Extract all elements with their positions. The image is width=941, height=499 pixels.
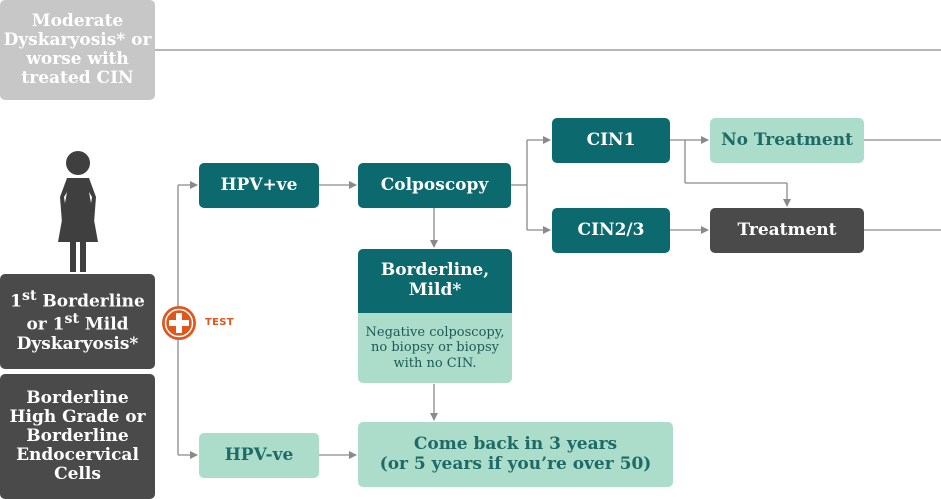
borderline-mild-box: Borderline, Mild* Negative colposcopy, n… xyxy=(358,249,512,383)
treatment-box: Treatment xyxy=(710,208,864,253)
borderline-high-grade-box: Borderline High Grade or Borderline Endo… xyxy=(0,374,155,499)
borderline-mild-note: Negative colposcopy, no biopsy or biopsy… xyxy=(365,324,505,371)
test-label: TEST xyxy=(205,317,234,328)
first-borderline-box: 1st Borderline or 1st Mild Dyskaryosis* xyxy=(0,274,155,369)
no-treatment-box: No Treatment xyxy=(710,118,864,163)
cin1-box: CIN1 xyxy=(552,118,670,163)
hpv-negative-label: HPV-ve xyxy=(224,444,294,465)
come-back-box: Come back in 3 years (or 5 years if you’… xyxy=(358,422,673,487)
cin23-label: CIN2/3 xyxy=(577,219,645,240)
treated-cin-label: Moderate Dyskaryosis* or worse with trea… xyxy=(3,10,152,89)
treatment-label: Treatment xyxy=(737,219,837,240)
treated-cin-box: Moderate Dyskaryosis* or worse with trea… xyxy=(0,0,155,100)
hpv-negative-box: HPV-ve xyxy=(199,433,319,478)
hpv-positive-box: HPV+ve xyxy=(199,163,319,208)
colposcopy-label: Colposcopy xyxy=(380,174,489,195)
no-treatment-label: No Treatment xyxy=(721,129,853,150)
hpv-positive-label: HPV+ve xyxy=(220,174,298,195)
borderline-mild-title: Borderline, Mild* xyxy=(358,249,512,313)
cin1-label: CIN1 xyxy=(586,129,636,150)
colposcopy-box: Colposcopy xyxy=(358,163,511,208)
woman-icon xyxy=(58,151,98,272)
plus-icon xyxy=(162,306,196,340)
borderline-high-grade-label: Borderline High Grade or Borderline Endo… xyxy=(9,387,146,485)
come-back-label: Come back in 3 years (or 5 years if you’… xyxy=(379,434,652,474)
cin23-box: CIN2/3 xyxy=(552,208,670,253)
first-borderline-label: 1st Borderline or 1st Mild Dyskaryosis* xyxy=(10,288,145,354)
